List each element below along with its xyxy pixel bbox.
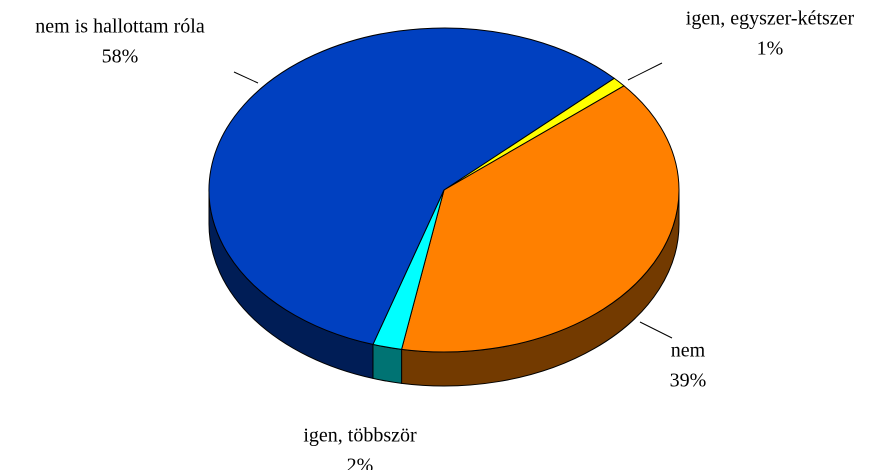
value-label: 58% <box>102 46 139 68</box>
category-label: nem <box>671 340 706 362</box>
leader-line <box>627 62 663 81</box>
leader-line <box>233 71 259 84</box>
leader-line <box>639 321 673 339</box>
slice <box>208 27 615 345</box>
value-label: 2% <box>347 455 374 470</box>
slice <box>401 85 680 353</box>
category-label: nem is hallottam róla <box>35 16 205 38</box>
slice-side <box>372 343 403 384</box>
category-label: igen, egyszer-kétszer <box>686 8 855 30</box>
category-label: igen, többször <box>303 425 417 447</box>
value-label: 39% <box>670 370 707 392</box>
value-label: 1% <box>757 38 784 60</box>
